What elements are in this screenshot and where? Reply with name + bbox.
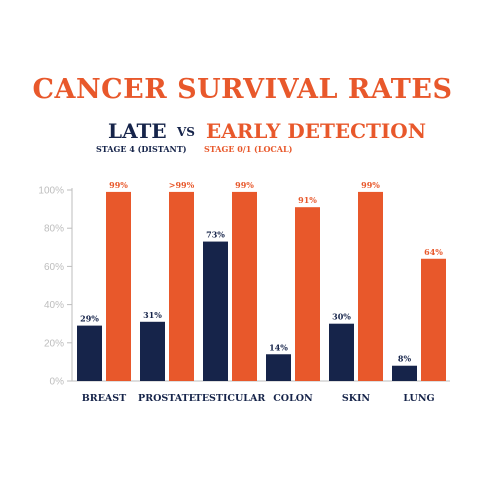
bar-late bbox=[140, 321, 165, 381]
bar-late bbox=[77, 325, 102, 381]
legend-late-sublabel: STAGE 4 (DISTANT) bbox=[96, 144, 187, 154]
y-tick-label: 100% bbox=[38, 186, 64, 197]
category-label: TESTICULAR bbox=[195, 393, 266, 404]
bar-early bbox=[295, 207, 320, 381]
y-tick-label: 0% bbox=[50, 377, 65, 388]
category-label: COLON bbox=[273, 393, 313, 404]
bar-early bbox=[106, 191, 131, 381]
data-label-early: >99% bbox=[169, 180, 195, 190]
data-label-late: 73% bbox=[206, 230, 225, 240]
y-tick-label: 40% bbox=[44, 300, 64, 311]
y-tick-label: 20% bbox=[44, 338, 64, 349]
data-label-late: 30% bbox=[332, 312, 351, 322]
data-label-late: 14% bbox=[269, 342, 288, 352]
bar-early bbox=[358, 191, 383, 381]
bar-late bbox=[203, 241, 228, 381]
legend-early-label: EARLY DETECTION bbox=[206, 119, 426, 143]
y-tick-label: 80% bbox=[44, 224, 64, 235]
data-label-early: 99% bbox=[235, 180, 254, 190]
data-label-early: 64% bbox=[424, 247, 443, 257]
data-label-early: 99% bbox=[109, 180, 128, 190]
chart-title: CANCER SURVIVAL RATES bbox=[32, 74, 453, 105]
bar-early bbox=[232, 191, 257, 381]
legend-late-label: LATE bbox=[108, 119, 167, 143]
data-label-late: 29% bbox=[80, 314, 99, 324]
data-label-late: 31% bbox=[143, 310, 162, 320]
data-label-early: 91% bbox=[298, 195, 317, 205]
y-tick-label: 60% bbox=[44, 262, 64, 273]
data-label-early: 99% bbox=[361, 180, 380, 190]
legend-vs-label: VS bbox=[177, 125, 195, 139]
bar-early bbox=[421, 258, 446, 381]
category-label: LUNG bbox=[403, 393, 434, 404]
bar-early bbox=[169, 191, 194, 381]
data-label-late: 8% bbox=[398, 354, 412, 364]
category-label: SKIN bbox=[342, 393, 371, 404]
bar-late bbox=[266, 354, 291, 381]
category-label: PROSTATE bbox=[138, 393, 196, 404]
bar-late bbox=[392, 365, 417, 381]
legend-early-sublabel: STAGE 0/1 (LOCAL) bbox=[204, 144, 293, 154]
bar-late bbox=[329, 323, 354, 381]
category-label: BREAST bbox=[82, 393, 126, 404]
